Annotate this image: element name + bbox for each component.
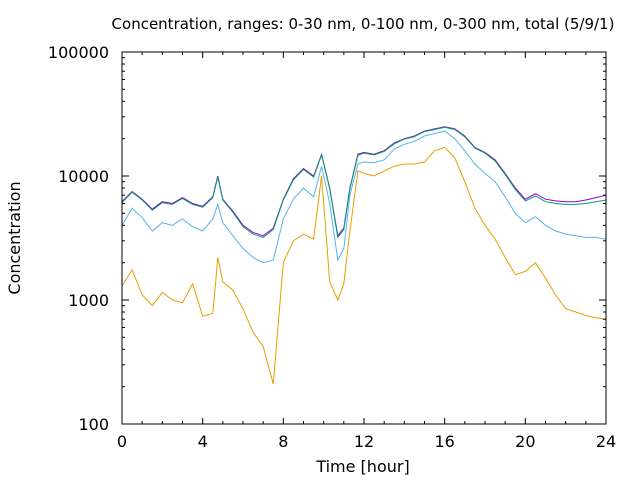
x-tick-label: 24 [596,432,616,451]
x-axis-label: Time [hour] [315,457,409,476]
plot-frame [121,51,607,425]
series-line-2 [121,126,607,239]
x-tick-label: 8 [278,432,288,451]
y-tick-label: 100000 [48,43,109,62]
x-tick-label: 12 [354,432,374,451]
x-axis-ticks: 0 4 8 12 16 20 24 [117,52,616,451]
x-tick-label: 20 [515,432,535,451]
x-tick-label: 0 [117,432,127,451]
plot-area [121,126,607,385]
y-axis-ticks: 100 1000 10000 100000 [48,43,606,434]
chart-title: Concentration, ranges: 0-30 nm, 0-100 nm… [112,15,615,33]
series-line-1 [121,126,607,237]
series-line-3 [121,130,607,264]
x-tick-label: 16 [434,432,454,451]
y-tick-label: 1000 [68,291,109,310]
x-tick-label: 4 [198,432,208,451]
y-tick-label: 10000 [58,167,109,186]
series-line-4 [121,146,607,385]
y-axis-label: Concentration [5,181,24,294]
y-tick-label: 100 [78,415,109,434]
